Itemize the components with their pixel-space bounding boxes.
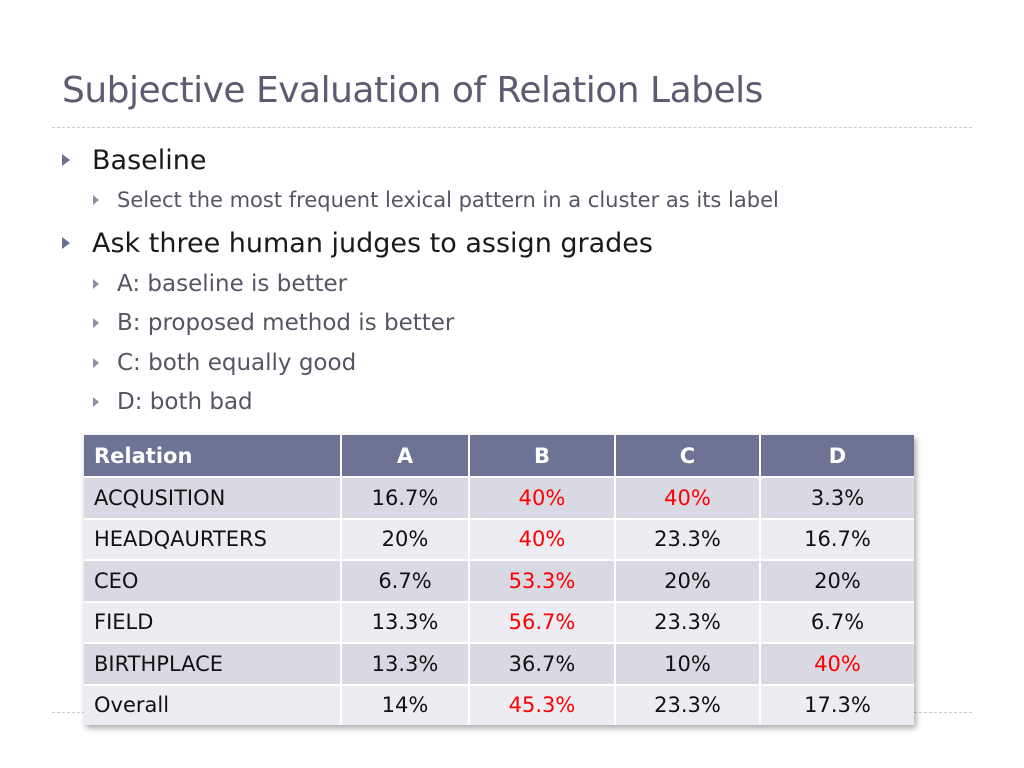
grade-cell: 16.7% [760, 517, 914, 560]
grade-cell: 20% [615, 559, 761, 602]
grade-cell: 3.3% [760, 476, 914, 519]
grade-cell: 23.3% [615, 600, 761, 643]
grade-cell: 23.3% [615, 517, 761, 560]
grade-cell: 40% [469, 517, 616, 560]
sub-bullet-text: Select the most frequent lexical pattern… [117, 188, 779, 212]
table-row: CEO 6.7% 53.3% 20% 20% [84, 559, 914, 602]
sub-bullet-text: B: proposed method is better [117, 310, 455, 337]
relation-cell: Overall [84, 683, 342, 725]
relation-cell: BIRTHPLACE [84, 642, 342, 685]
bullet-arrow-icon [93, 195, 99, 205]
results-table: Relation A B C D ACQUSITION 16.7% 40% 40% 3.… [84, 435, 914, 725]
bullet-list: Baseline Select the most frequent lexica… [62, 140, 962, 422]
table-row: FIELD 13.3% 56.7% 23.3% 6.7% [84, 600, 914, 643]
grade-cell: 14% [341, 683, 470, 725]
table-body: ACQUSITION 16.7% 40% 40% 3.3% HEADQAURTERS 20%… [84, 476, 914, 725]
relation-cell: CEO [84, 559, 342, 602]
sub-bullet-text: D: both bad [117, 389, 253, 416]
grade-cell: 40% [760, 642, 914, 685]
grade-cell: 6.7% [341, 559, 470, 602]
table-row: BIRTHPLACE 13.3% 36.7% 10% 40% [84, 642, 914, 685]
bullet-arrow-icon [93, 397, 99, 408]
table-row: Overall 14% 45.3% 23.3% 17.3% [84, 683, 914, 725]
sub-bullet: B: proposed method is better [93, 304, 962, 344]
sub-bullet: C: both equally good [93, 343, 962, 383]
table-row: HEADQAURTERS 20% 40% 23.3% 16.7% [84, 517, 914, 560]
grade-cell: 17.3% [760, 683, 914, 725]
header-cell: C [615, 435, 761, 478]
grade-cell: 13.3% [341, 642, 470, 685]
sub-bullet-text: A: baseline is better [117, 270, 348, 297]
bullet-arrow-icon [62, 237, 70, 249]
relation-cell: HEADQAURTERS [84, 517, 342, 560]
table-row: ACQUSITION 16.7% 40% 40% 3.3% [84, 476, 914, 519]
grade-cell: 16.7% [341, 476, 470, 519]
title-divider [52, 127, 972, 128]
bullet-arrow-icon [93, 318, 99, 329]
bullet-text: Baseline [92, 144, 207, 176]
grade-cell: 20% [341, 517, 470, 560]
bullet-judges: Ask three human judges to assign grades [62, 222, 962, 264]
grade-cell: 53.3% [469, 559, 616, 602]
relation-cell: FIELD [84, 600, 342, 643]
grade-cell: 40% [615, 476, 761, 519]
sub-bullet: Select the most frequent lexical pattern… [93, 180, 962, 220]
grade-cell: 45.3% [469, 683, 616, 725]
header-cell: B [469, 435, 616, 478]
slide-title: Subjective Evaluation of Relation Labels [62, 70, 763, 111]
grade-cell: 40% [469, 476, 616, 519]
bullet-arrow-icon [62, 154, 70, 166]
table-header-row: Relation A B C D [84, 435, 914, 478]
bullet-arrow-icon [93, 278, 99, 289]
grade-cell: 10% [615, 642, 761, 685]
grade-cell: 6.7% [760, 600, 914, 643]
bullet-arrow-icon [93, 357, 99, 368]
grade-cell: 36.7% [469, 642, 616, 685]
header-cell: D [760, 435, 914, 478]
grade-cell: 23.3% [615, 683, 761, 725]
grade-cell: 20% [760, 559, 914, 602]
grade-cell: 56.7% [469, 600, 616, 643]
header-cell: Relation [84, 435, 342, 478]
sub-bullet: A: baseline is better [93, 264, 962, 304]
bullet-baseline: Baseline [62, 140, 962, 180]
relation-cell: ACQUSITION [84, 476, 342, 519]
grade-cell: 13.3% [341, 600, 470, 643]
sub-bullet-text: C: both equally good [117, 349, 357, 376]
bullet-text: Ask three human judges to assign grades [92, 227, 653, 259]
header-cell: A [341, 435, 470, 478]
sub-bullet: D: both bad [93, 383, 962, 423]
